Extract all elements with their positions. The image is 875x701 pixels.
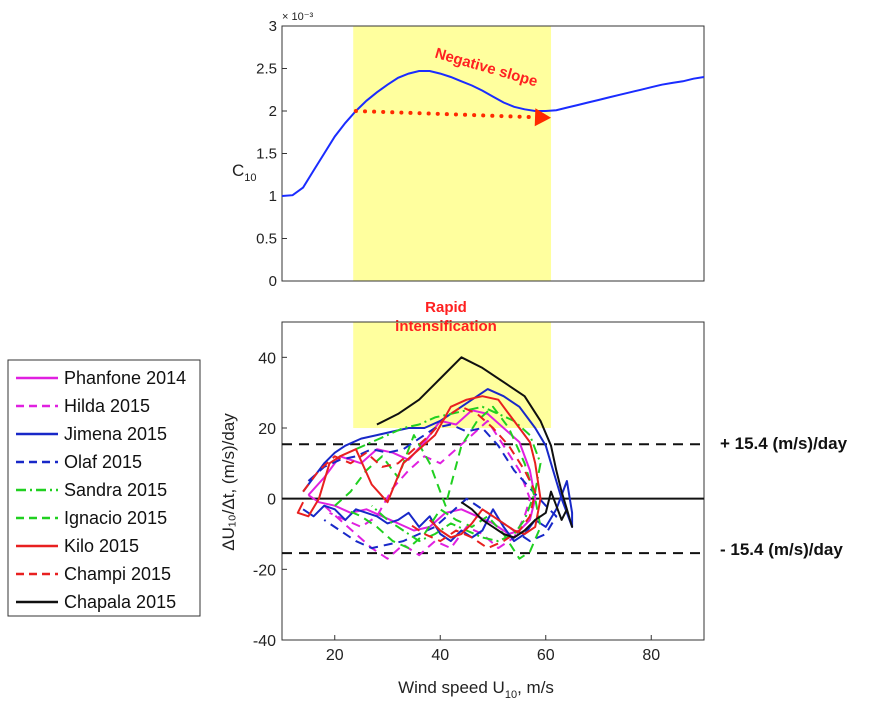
arrow-dotted-shaft — [353, 109, 538, 120]
rapid-label-line1: Rapid — [425, 299, 467, 316]
series-line-chapala-2015 — [376, 356, 574, 539]
threshold-lines — [282, 443, 704, 555]
legend-items: Phanfone 2014 Hilda 2015 Jimena 2015 Olaf 2… — [16, 368, 186, 612]
bottom-x-tick-label: 60 — [537, 647, 555, 664]
legend: Phanfone 2014 Hilda 2015 Jimena 2015 Olaf 2… — [7, 359, 201, 617]
bottom-y-tick-label: 20 — [258, 421, 276, 438]
legend-label: Champi 2015 — [64, 564, 171, 584]
series-line-champi-2015 — [302, 405, 537, 550]
legend-label: Chapala 2015 — [64, 592, 176, 612]
bottom-y-ticks: -40 -20 0 20 40 — [253, 350, 287, 650]
top-y-tick-label: 2 — [269, 103, 277, 120]
top-y-tick-label: 3 — [269, 18, 277, 35]
legend-label: Jimena 2015 — [64, 424, 167, 444]
legend-label: Ignacio 2015 — [64, 508, 167, 528]
bottom-plot-frame — [281, 321, 705, 641]
bottom-y-tick-label: 40 — [258, 350, 276, 367]
bottom-panel: -40 -20 0 20 40 20 40 60 80 Rapid intensificati… — [219, 299, 848, 701]
bottom-y-tick-label: -20 — [253, 562, 276, 579]
legend-label: Hilda 2015 — [64, 396, 150, 416]
bottom-y-axis-label: ΔU₁₀/Δt, (m/s)/day — [219, 413, 238, 551]
series-line-kilo-2015 — [296, 395, 542, 539]
top-series-group — [281, 70, 705, 197]
bottom-x-ticks: 20 40 60 80 — [326, 635, 660, 664]
top-y-tick-label: 0 — [269, 273, 277, 290]
highlight-band-bottom — [353, 322, 552, 428]
top-y-tick-label: 0.5 — [256, 231, 277, 248]
bottom-x-tick-label: 40 — [431, 647, 449, 664]
series-line-ignacio-2015 — [334, 405, 542, 560]
series-line-hilda-2015 — [323, 419, 531, 560]
legend-label: Sandra 2015 — [64, 480, 167, 500]
highlight-band-top — [353, 26, 552, 281]
minus-threshold-label: - 15.4 (m/s)/day — [720, 540, 843, 559]
series-line-olaf-2015 — [307, 423, 558, 550]
bottom-x-tick-label: 80 — [642, 647, 660, 664]
top-y-ticks: 0 0.5 1 1.5 2 2.5 3 — [256, 18, 287, 290]
bottom-y-tick-label: -40 — [253, 633, 276, 650]
negative-slope-arrow — [353, 108, 552, 127]
bottom-x-axis-label: Wind speed U10, m/s — [398, 678, 554, 701]
c10-line — [281, 70, 705, 197]
arrow-head — [534, 108, 552, 127]
plus-threshold-label: + 15.4 (m/s)/day — [720, 434, 848, 453]
rapid-label-line2: intensification — [395, 318, 497, 335]
legend-box — [7, 359, 201, 617]
top-y-tick-label: 1.5 — [256, 146, 277, 163]
series-line-jimena-2015 — [302, 388, 574, 543]
bottom-y-tick-label: 0 — [267, 492, 276, 509]
legend-label: Olaf 2015 — [64, 452, 142, 472]
bottom-series-group — [296, 356, 574, 560]
series-line-sandra-2015 — [355, 405, 542, 543]
top-y-tick-label: 1 — [269, 188, 277, 205]
legend-label: Phanfone 2014 — [64, 368, 186, 388]
legend-label: Kilo 2015 — [64, 536, 139, 556]
top-y-axis-label: C10 — [232, 161, 257, 184]
top-y-tick-label: 2.5 — [256, 61, 277, 78]
bottom-x-tick-label: 20 — [326, 647, 344, 664]
top-exponent-label: × 10⁻³ — [282, 11, 314, 23]
